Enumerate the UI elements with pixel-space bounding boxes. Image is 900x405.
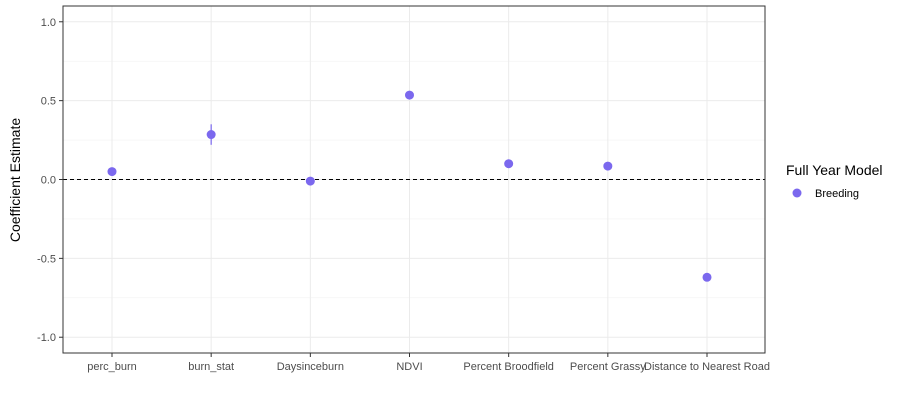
x-tick-label: NDVI [396,361,422,373]
x-tick-label: Distance to Nearest Road [644,361,770,373]
x-tick-label: Percent Grassy [570,361,646,373]
data-point [405,90,414,100]
axis-layer: -1.0 -0.5 0.0 0.5 1.0 perc_burn burn_stat Daysi… [37,17,770,373]
y-tick-label: 1.0 [41,17,56,29]
data-point [107,167,117,177]
y-axis-title: Coefficient Estimate [7,118,23,242]
data-point [603,161,613,171]
y-tick-label: -1.0 [37,332,56,344]
y-tick-label: -0.5 [37,253,56,265]
data-point [206,130,216,140]
data-marks-layer [107,90,712,282]
data-point [702,272,712,282]
data-point [305,176,315,186]
legend-label: Breeding [815,188,859,200]
data-point [504,159,514,169]
x-tick-label: Percent Broodfield [463,361,554,373]
y-tick-label: 0.5 [41,96,56,108]
legend-title: Full Year Model [786,162,883,178]
x-tick-label: perc_burn [87,361,137,373]
y-tick-label: 0.0 [41,175,56,187]
legend-key [792,188,802,198]
x-tick-label: burn_stat [188,361,234,373]
legend: Full Year Model Breeding [786,162,883,200]
legend-entries: Breeding [792,188,859,200]
x-tick-label: Daysinceburn [277,361,344,373]
